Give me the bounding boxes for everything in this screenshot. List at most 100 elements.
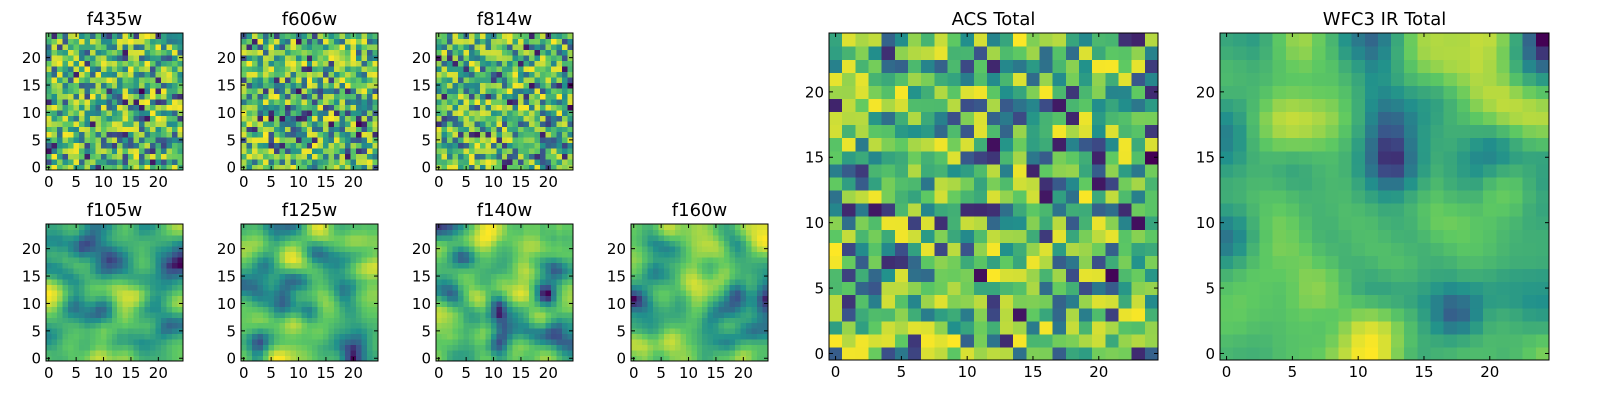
heatmap-cell xyxy=(468,306,475,313)
heatmap-cell xyxy=(361,131,368,138)
heatmap-cell xyxy=(367,164,374,171)
heatmap-cell xyxy=(663,322,670,329)
heatmap-cell xyxy=(551,317,558,324)
heatmap-cell xyxy=(241,115,248,122)
heatmap-cell xyxy=(155,350,162,357)
heatmap-cell xyxy=(436,322,443,329)
heatmap-cell xyxy=(155,49,162,56)
heatmap-cell xyxy=(46,289,53,296)
heatmap-cell xyxy=(707,322,714,329)
heatmap-cell xyxy=(246,148,253,155)
heatmap-cell xyxy=(457,278,464,285)
heatmap-cell xyxy=(350,311,357,318)
heatmap-cell xyxy=(172,350,179,357)
heatmap-cell xyxy=(718,295,725,302)
heatmap-cell xyxy=(523,87,530,94)
heatmap-cell xyxy=(446,317,454,324)
heatmap-cell xyxy=(356,76,363,83)
heatmap-cell xyxy=(507,284,514,291)
heatmap-cell xyxy=(746,339,753,346)
heatmap-cell xyxy=(262,104,269,111)
heatmap-cell xyxy=(518,131,525,138)
heatmap-cell xyxy=(117,256,124,263)
heatmap-cell xyxy=(881,189,896,204)
heatmap-cell xyxy=(868,307,883,322)
heatmap-cell xyxy=(501,33,508,40)
heatmap-cell xyxy=(295,256,302,263)
heatmap-cell xyxy=(724,333,731,340)
heatmap-cell xyxy=(468,137,475,144)
heatmap-cell xyxy=(73,60,80,67)
heatmap-cell xyxy=(46,333,53,340)
heatmap-cell xyxy=(241,317,248,324)
heatmap-cell xyxy=(122,300,129,307)
heatmap-cell xyxy=(262,311,269,318)
heatmap-cell xyxy=(436,60,443,67)
heatmap-cell xyxy=(117,43,124,51)
heatmap-cell xyxy=(345,333,352,340)
heatmap-cell xyxy=(290,120,297,127)
heatmap-cell xyxy=(457,240,464,247)
heatmap-cell xyxy=(631,339,638,346)
heatmap-cell xyxy=(328,115,335,122)
heatmap-cell xyxy=(122,109,129,116)
heatmap-cell xyxy=(317,148,324,155)
y-tick-label: 5 xyxy=(226,322,236,340)
heatmap-cell xyxy=(512,224,519,231)
heatmap-cell xyxy=(117,300,124,307)
heatmap-cell xyxy=(268,322,275,329)
heatmap-cell xyxy=(746,317,753,324)
heatmap-cell xyxy=(691,256,698,263)
heatmap-cell xyxy=(485,328,492,335)
heatmap-cell xyxy=(317,273,324,280)
heatmap-cell xyxy=(312,54,319,61)
heatmap-cell xyxy=(95,284,102,291)
heatmap-cell xyxy=(339,76,346,83)
heatmap-cell xyxy=(356,115,363,122)
heatmap-cell xyxy=(56,65,64,72)
heatmap-cell xyxy=(62,153,69,160)
heatmap-cell xyxy=(356,65,363,72)
heatmap-cell xyxy=(46,126,53,133)
heatmap-cell xyxy=(436,306,443,313)
heatmap-cell xyxy=(139,234,146,242)
heatmap-cell xyxy=(1079,203,1093,217)
heatmap-cell xyxy=(73,350,80,357)
heatmap-cell xyxy=(161,229,168,236)
heatmap-cell xyxy=(474,109,481,116)
heatmap-cell xyxy=(334,224,341,231)
heatmap-cell xyxy=(78,65,85,72)
heatmap-cell xyxy=(312,87,319,94)
heatmap-cell xyxy=(51,289,58,296)
heatmap-cell xyxy=(262,350,269,357)
heatmap-cell xyxy=(95,120,102,127)
heatmap-cell xyxy=(257,137,264,144)
heatmap-cell xyxy=(257,120,264,127)
heatmap-cell xyxy=(647,322,654,329)
heatmap-cell xyxy=(534,267,541,274)
heatmap-cell xyxy=(707,229,714,236)
heatmap-cell xyxy=(356,278,363,285)
heatmap-cell xyxy=(947,255,962,270)
heatmap-cell xyxy=(562,137,569,144)
heatmap-cell xyxy=(842,163,856,178)
heatmap-cell xyxy=(501,289,508,296)
heatmap-cell xyxy=(62,93,69,100)
heatmap-cell xyxy=(518,137,525,144)
heatmap-cell xyxy=(122,54,129,61)
heatmap-cell xyxy=(262,240,269,247)
heatmap-cell xyxy=(106,273,113,280)
heatmap-cell xyxy=(139,164,146,171)
heatmap-cell xyxy=(306,120,313,127)
heatmap-cell xyxy=(647,273,654,280)
heatmap-cell xyxy=(312,115,319,122)
heatmap-cell xyxy=(562,76,569,83)
heatmap-cell xyxy=(328,322,335,329)
heatmap-cell xyxy=(95,240,102,247)
heatmap-cell xyxy=(1052,333,1067,348)
heatmap-cell xyxy=(713,267,720,274)
heatmap-cell xyxy=(729,355,736,362)
heatmap-cell xyxy=(334,164,341,171)
heatmap-cell xyxy=(1118,320,1133,335)
heatmap-cell xyxy=(446,339,454,346)
